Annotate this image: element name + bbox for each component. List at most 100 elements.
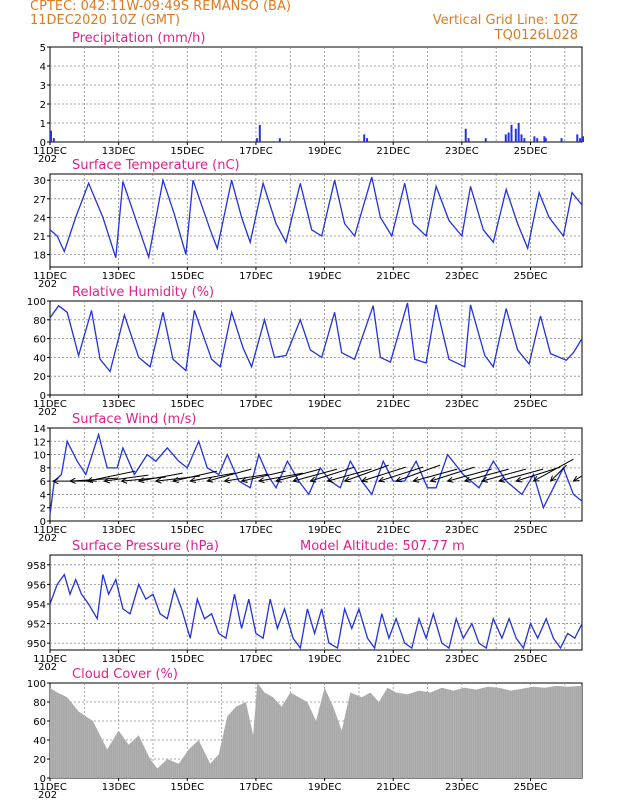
wind-panel: 0 2 4 6 8 10 12 14 Surface Wind (m/s) 11DEC 13DEC 1… [33, 412, 583, 544]
precipitation-bar [536, 138, 539, 142]
wind-arrow-shaft [481, 468, 527, 482]
cloud-cover-xtick-label: 23DEC [445, 782, 479, 793]
wind-arrow-shaft [361, 466, 406, 482]
wind-arrow [206, 468, 252, 483]
wind-arrow-head [274, 476, 282, 483]
temperature-ytick-label: 21 [33, 232, 46, 243]
wind-arrow-shaft [550, 464, 567, 482]
wind-arrow-head [171, 477, 179, 483]
wind-ytick-label: 10 [33, 451, 46, 462]
precipitation-bar [582, 136, 584, 142]
temperature-xtick-label: 21DEC [376, 271, 410, 282]
wind-arrow [446, 468, 492, 483]
precipitation-bar [517, 123, 520, 142]
wind-arrow-shaft [258, 472, 303, 482]
cloud-cover-title: Cloud Cover (%) [72, 667, 178, 682]
humidity-line [49, 302, 583, 373]
precipitation-xtick-label: 21DEC [376, 146, 410, 157]
wind-arrow [429, 466, 475, 483]
wind-arrow-head [154, 477, 162, 484]
humidity-xtick-label: 17DEC [239, 399, 273, 410]
precipitation-xtick-label: 11DEC [33, 146, 67, 157]
wind-arrow-head [395, 476, 403, 483]
temperature-xtick-label: 15DEC [170, 271, 204, 282]
pressure-year-fragment: 202 [38, 662, 57, 673]
precipitation-xtick-label: 17DEC [239, 146, 273, 157]
wind-xtick-label: 13DEC [102, 525, 136, 536]
header: CPTEC: 042:11W-09:49S REMANSO (BA) 11DEC… [30, 0, 578, 43]
precipitation-ytick-label: 5 [40, 43, 46, 54]
wind-arrow [360, 466, 406, 483]
wind-arrow [189, 472, 235, 484]
wind-arrow-shaft [87, 470, 136, 482]
temperature-ytick-label: 18 [33, 251, 46, 262]
wind-arrow-head [377, 476, 385, 483]
wind-arrow-head [549, 475, 557, 482]
wind-arrow-shaft [464, 468, 509, 482]
wind-arrow [412, 468, 458, 483]
wind-ytick-label: 12 [33, 437, 46, 448]
precipitation-bar [544, 138, 547, 142]
wind-arrow-shaft [344, 464, 389, 482]
pressure-annotation: Model Altitude: 507.77 m [300, 539, 465, 554]
wind-arrow [137, 472, 183, 484]
wind-arrow [395, 464, 441, 483]
humidity-xtick-label: 15DEC [170, 399, 204, 410]
wind-xtick-label: 23DEC [445, 525, 479, 536]
wind-arrow [549, 464, 567, 482]
precipitation-bar [484, 138, 487, 142]
cloud-cover-xtick-label: 13DEC [102, 782, 136, 793]
precipitation-bar [278, 138, 281, 142]
precipitation-bar [366, 138, 369, 142]
cloud-cover-year-fragment: 202 [38, 790, 57, 800]
precipitation-bar [533, 136, 536, 142]
cloud-cover-xtick-label: 25DEC [514, 782, 548, 793]
wind-arrow [343, 464, 389, 483]
precipitation-ytick-label: 3 [40, 81, 46, 92]
cloud-cover-ytick-label: 60 [33, 717, 46, 728]
wind-arrow [326, 468, 372, 483]
cloud-cover-ytick-label: 80 [33, 698, 46, 709]
wind-arrow-shaft [395, 464, 441, 482]
precipitation-title: Precipitation (mm/h) [72, 31, 205, 46]
precipitation-bar [52, 138, 55, 142]
pressure-ytick-label: 958 [27, 561, 46, 572]
pressure-ytick-label: 950 [27, 639, 46, 650]
precipitation-frame [49, 46, 583, 143]
wind-arrow-head [497, 476, 506, 483]
pressure-xtick-label: 21DEC [376, 654, 410, 665]
temperature-xtick-label: 23DEC [445, 271, 479, 282]
temperature-line [49, 176, 583, 260]
wind-arrow-head [223, 477, 231, 484]
pressure-ytick-label: 956 [27, 580, 46, 591]
wind-arrow-shaft [378, 466, 424, 482]
temperature-xtick-label: 13DEC [102, 271, 136, 282]
wind-arrow-head [206, 476, 214, 483]
wind-arrow [86, 470, 136, 484]
wind-xtick-label: 21DEC [376, 525, 410, 536]
wind-xtick-label: 25DEC [514, 525, 548, 536]
cloud-cover-ytick-label: 100 [27, 679, 46, 690]
wind-arrow-head [291, 476, 300, 483]
pressure-ytick-label: 954 [27, 600, 46, 611]
header-station: CPTEC: 042:11W-09:49S REMANSO (BA) [30, 0, 291, 14]
pressure-ytick-label: 952 [27, 620, 46, 631]
wind-arrow-head [532, 476, 540, 482]
wind-arrow-shaft [327, 468, 372, 482]
cloud-cover-area [50, 683, 582, 778]
precipitation-xtick-label: 13DEC [102, 146, 136, 157]
wind-arrow-shaft [138, 472, 183, 482]
precipitation-bar [579, 138, 582, 142]
wind-arrow-head [463, 476, 471, 483]
temperature-xtick-label: 17DEC [239, 271, 273, 282]
wind-arrow-shaft [275, 468, 321, 482]
header-date: 11DEC2020 10Z (GMT) [30, 13, 180, 28]
precipitation-panel: 0 1 2 3 4 5 Precipitation (mm/h) 11DEC 13DEC 15DE… [33, 31, 584, 165]
precipitation-xtick-label: 15DEC [170, 146, 204, 157]
wind-arrow [497, 468, 544, 483]
temperature-year-fragment: 202 [38, 279, 57, 290]
cloud-cover-panel: 0 20 40 60 80 100 Cloud Cover (%) 11DEC 13DEC 15D… [27, 667, 583, 800]
header-model: TQ0126L028 [494, 28, 578, 43]
wind-arrow-shaft [573, 475, 582, 482]
